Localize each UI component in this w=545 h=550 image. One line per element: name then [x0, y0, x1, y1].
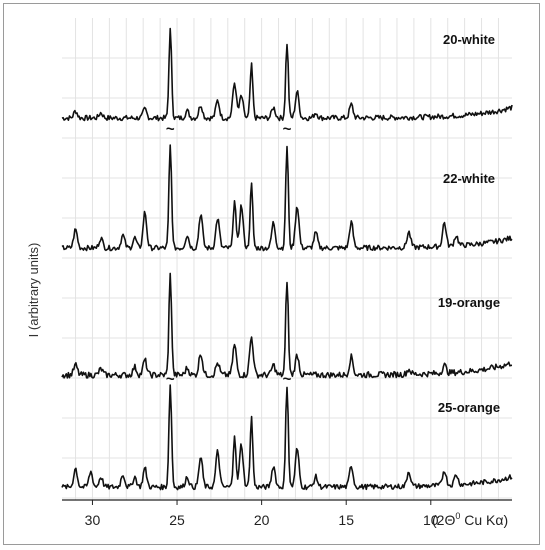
- series-labels: 20-white 22-white 19-orange 25-orange: [438, 32, 500, 415]
- y-axis-label: I (arbitrary units): [26, 243, 41, 338]
- gridlines: [62, 18, 512, 500]
- x-tick-label: 20: [254, 512, 270, 528]
- truncation-marks: ~ ~ ~ ~: [166, 121, 292, 388]
- series-label-20-white: 20-white: [443, 32, 495, 47]
- truncation-mark: ~: [166, 371, 175, 388]
- truncation-mark: ~: [283, 371, 292, 388]
- series-label-22-white: 22-white: [443, 171, 495, 186]
- series-label-25-orange: 25-orange: [438, 400, 500, 415]
- x-axis-label: (2Θ0 Cu Kα): [432, 511, 508, 528]
- x-axis-ticks: 30 25 20 15 10: [85, 500, 439, 528]
- trace-25-orange: [61, 384, 513, 491]
- traces: [61, 27, 513, 491]
- x-tick-label: 10: [423, 512, 439, 528]
- x-tick-label: 30: [85, 512, 101, 528]
- x-tick-label: 15: [338, 512, 354, 528]
- truncation-mark: ~: [283, 121, 292, 138]
- trace-20-white: [61, 27, 513, 122]
- x-tick-label: 25: [169, 512, 185, 528]
- series-label-19-orange: 19-orange: [438, 295, 500, 310]
- trace-19-orange: [61, 272, 513, 379]
- truncation-mark: ~: [166, 121, 175, 138]
- trace-22-white: [61, 144, 513, 252]
